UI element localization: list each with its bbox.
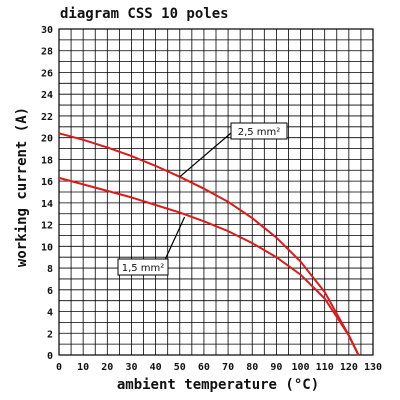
x-tick-labels: 0 10 20 30 40 50 60 70 80 90 100 110 120 130 [56,362,382,373]
y-tick-label: 8 [47,264,53,275]
y-tick-label: 12 [41,221,53,232]
x-tick-label: 80 [246,362,258,373]
x-axis-label: ambient temperature (°C) [117,377,319,393]
y-tick-label: 28 [41,47,53,58]
x-tick-label: 50 [174,362,186,373]
x-tick-label: 110 [316,362,334,373]
x-tick-label: 10 [77,362,89,373]
x-tick-label: 0 [56,362,62,373]
y-tick-label: 22 [41,112,53,123]
x-tick-label: 70 [222,362,234,373]
y-tick-label: 14 [41,199,53,210]
series-labels: 2,5 mm² 1,5 mm² [117,122,288,276]
y-tick-label: 20 [41,134,53,145]
x-tick-label: 30 [125,362,137,373]
chart-title: diagram CSS 10 poles [60,6,229,22]
series-line-2 [58,176,360,356]
series-line-1 [58,132,360,356]
y-tick-label: 18 [41,155,53,166]
series-label-box [230,122,288,140]
y-tick-label: 6 [47,286,53,297]
y-tick-label: 30 [41,25,53,36]
y-tick-label: 2 [47,329,53,340]
x-tick-label: 100 [292,362,310,373]
x-tick-label: 90 [270,362,282,373]
x-tick-label: 130 [364,362,382,373]
series-label-leader [163,216,186,263]
series-label-box [117,258,169,276]
y-axis-label: working current (A) [14,107,30,267]
y-tick-label: 10 [41,242,53,253]
y-tick-label: 16 [41,177,53,188]
series-label-2: 1,5 mm² [122,263,165,274]
y-tick-label: 24 [41,90,53,101]
x-tick-label: 20 [101,362,113,373]
x-tick-label: 120 [340,362,358,373]
series-label-1: 2,5 mm² [238,127,281,138]
x-tick-label: 60 [198,362,210,373]
x-tick-label: 40 [150,362,162,373]
y-tick-label: 4 [47,308,53,319]
plot-frame [58,28,374,356]
series-label-leader [179,132,232,178]
series-lines [58,132,360,356]
grid [58,28,374,356]
y-tick-label: 0 [47,351,53,362]
y-tick-label: 26 [41,68,53,79]
